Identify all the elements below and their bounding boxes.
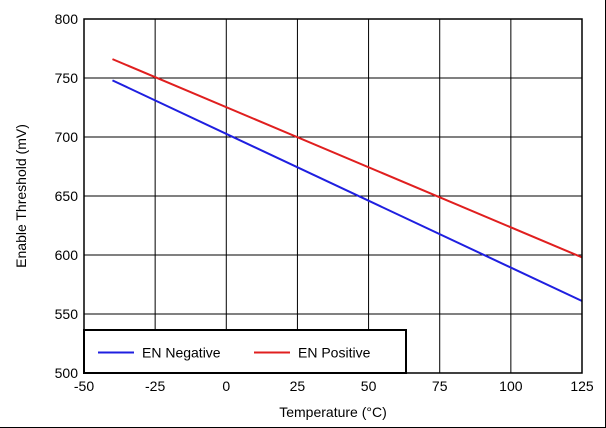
series-line-en-negative [112,79,583,302]
grid-lines [83,18,583,374]
x-tick-label: 50 [361,378,377,394]
x-tick-label: 75 [432,378,448,394]
legend: EN Negative EN Positive [83,329,407,374]
legend-label: EN Negative [142,345,221,361]
y-tick-label: 600 [55,247,79,263]
series-line-en-positive [112,58,583,259]
x-tick-label: 125 [570,378,594,394]
y-tick-label: 650 [55,188,79,204]
y-axis-label: Enable Threshold (mV) [13,124,29,268]
x-tick-label: 0 [222,378,230,394]
y-tick-label: 550 [55,306,79,322]
y-tick-label: 800 [55,11,79,27]
y-tick-labels: 500 550 600 650 700 750 800 [55,11,79,381]
x-tick-labels: -50 -25 0 25 50 75 100 125 [74,378,594,394]
x-tick-label: 100 [499,378,523,394]
y-tick-label: 500 [55,365,79,381]
legend-label: EN Positive [298,345,371,361]
x-tick-label: 25 [290,378,306,394]
y-tick-label: 700 [55,129,79,145]
series-lines [112,58,583,302]
x-tick-label: -50 [74,378,94,394]
y-tick-label: 750 [55,70,79,86]
legend-box [83,329,407,374]
x-axis-label: Temperature (°C) [279,404,387,420]
x-tick-label: -25 [145,378,165,394]
